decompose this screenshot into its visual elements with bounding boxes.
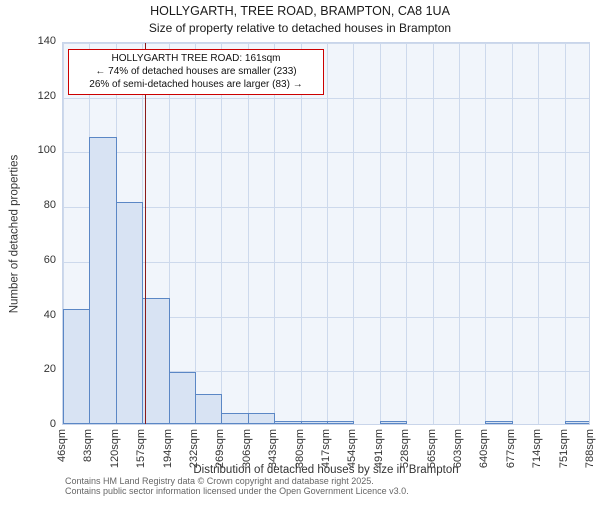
vertical-gridline <box>274 43 276 424</box>
vertical-gridline <box>221 43 223 424</box>
histogram-bar <box>485 421 513 424</box>
y-tick-label: 140 <box>37 35 56 47</box>
horizontal-gridline <box>63 371 589 373</box>
y-tick-label: 80 <box>43 199 56 212</box>
chart-subtitle: Size of property relative to detached ho… <box>148 21 452 35</box>
vertical-gridline <box>353 43 355 424</box>
x-axis-label: Distribution of detached houses by size … <box>193 464 459 476</box>
histogram-bar <box>300 421 328 424</box>
histogram-bar <box>168 372 196 424</box>
y-tick-label: 60 <box>43 253 56 266</box>
vertical-gridline <box>432 43 434 424</box>
histogram-bar <box>63 309 91 424</box>
vertical-gridline <box>168 43 170 424</box>
horizontal-gridline <box>63 316 589 318</box>
horizontal-gridline <box>63 97 589 99</box>
vertical-gridline <box>327 43 328 424</box>
vertical-gridline <box>300 43 302 424</box>
vertical-gridline <box>459 43 460 424</box>
vertical-gridline <box>247 43 249 424</box>
vertical-gridline <box>195 43 196 424</box>
vertical-gridline <box>564 43 566 424</box>
histogram-bar <box>564 421 589 424</box>
vertical-gridline <box>63 43 64 424</box>
histogram-bar <box>115 202 144 424</box>
vertical-gridline <box>538 43 540 424</box>
annotation-line2: ← 74% of detached houses are smaller (23… <box>95 66 297 77</box>
horizontal-gridline <box>63 152 589 154</box>
horizontal-gridline <box>63 43 589 44</box>
y-tick-label: 120 <box>37 89 56 102</box>
vertical-gridline <box>485 43 487 424</box>
y-tick-label: 100 <box>37 144 56 157</box>
chart-title: HOLLYGARTH, TREE ROAD, BRAMPTON, CA8 1UA <box>150 4 450 18</box>
annotation-box: HOLLYGARTH TREE ROAD: 161sqm ← 74% of de… <box>68 49 324 95</box>
histogram-bar <box>327 421 355 424</box>
property-size-marker-line <box>144 43 147 424</box>
vertical-gridline <box>511 43 513 424</box>
vertical-gridline <box>406 43 408 424</box>
footer-line2: Contains public sector information licen… <box>65 486 409 496</box>
histogram-bar <box>195 393 223 424</box>
horizontal-gridline <box>63 261 589 263</box>
histogram-bar <box>89 136 117 424</box>
histogram-bar <box>142 298 170 424</box>
histogram-bar <box>221 413 249 424</box>
histogram-bar <box>379 421 408 424</box>
histogram-bar <box>247 413 276 424</box>
footer-line1: Contains HM Land Registry data © Crown c… <box>65 476 374 486</box>
histogram-bar <box>274 421 302 424</box>
y-tick-label: 20 <box>43 363 56 376</box>
plot-area <box>62 42 590 425</box>
y-tick-label: 0 <box>49 418 56 430</box>
vertical-gridline <box>379 43 381 424</box>
y-tick-label: 40 <box>43 308 56 321</box>
horizontal-gridline <box>63 207 589 209</box>
annotation-line1: HOLLYGARTH TREE ROAD: 161sqm <box>111 53 281 64</box>
annotation-line3: 26% of semi-detached houses are larger (… <box>89 79 303 90</box>
